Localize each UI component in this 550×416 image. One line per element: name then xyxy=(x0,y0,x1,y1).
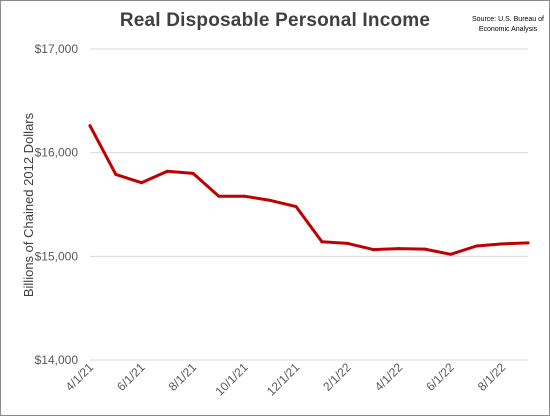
data-point xyxy=(397,247,401,251)
data-point xyxy=(114,172,118,176)
y-tick-label: $16,000 xyxy=(35,146,79,160)
chart-title: Real Disposable Personal Income xyxy=(119,10,431,31)
data-point xyxy=(217,194,221,198)
data-point xyxy=(449,252,453,256)
x-tick-label: 8/1/21 xyxy=(166,360,200,394)
data-point xyxy=(500,242,504,246)
data-point xyxy=(294,205,298,209)
data-point xyxy=(371,248,375,252)
gridlines xyxy=(90,48,528,361)
y-tick-label: $15,000 xyxy=(35,249,79,263)
x-tick-label: 4/1/22 xyxy=(372,360,406,394)
data-point xyxy=(88,124,92,128)
y-axis-ticks: $14,000 $15,000 $16,000 $17,000 xyxy=(35,42,79,367)
x-tick-label: 12/1/21 xyxy=(264,360,302,398)
data-point xyxy=(474,244,478,248)
series-line xyxy=(88,124,530,256)
data-point xyxy=(346,241,350,245)
data-point xyxy=(526,241,530,245)
x-tick-label: 8/1/22 xyxy=(475,360,509,394)
data-point xyxy=(140,181,144,185)
y-axis-label: Billions of Chained 2012 Dollars xyxy=(21,112,36,297)
data-point xyxy=(423,247,427,251)
data-point xyxy=(268,198,272,202)
data-point xyxy=(320,240,324,244)
x-tick-label: 10/1/21 xyxy=(212,360,250,398)
source-note: Source: U.S. Bureau of Economic Analysis xyxy=(472,16,544,33)
x-axis-ticks: 4/1/21 6/1/21 8/1/21 10/1/21 12/1/21 2/1/22 4/… xyxy=(63,360,509,398)
series-group xyxy=(88,124,530,256)
data-point xyxy=(191,171,195,175)
x-tick-label: 6/1/22 xyxy=(423,360,457,394)
data-point xyxy=(243,194,247,198)
y-tick-label: $17,000 xyxy=(35,42,79,56)
data-point xyxy=(165,169,169,173)
x-tick-label: 6/1/21 xyxy=(114,360,148,394)
x-tick-label: 2/1/22 xyxy=(320,360,354,394)
y-tick-label: $14,000 xyxy=(35,353,79,367)
